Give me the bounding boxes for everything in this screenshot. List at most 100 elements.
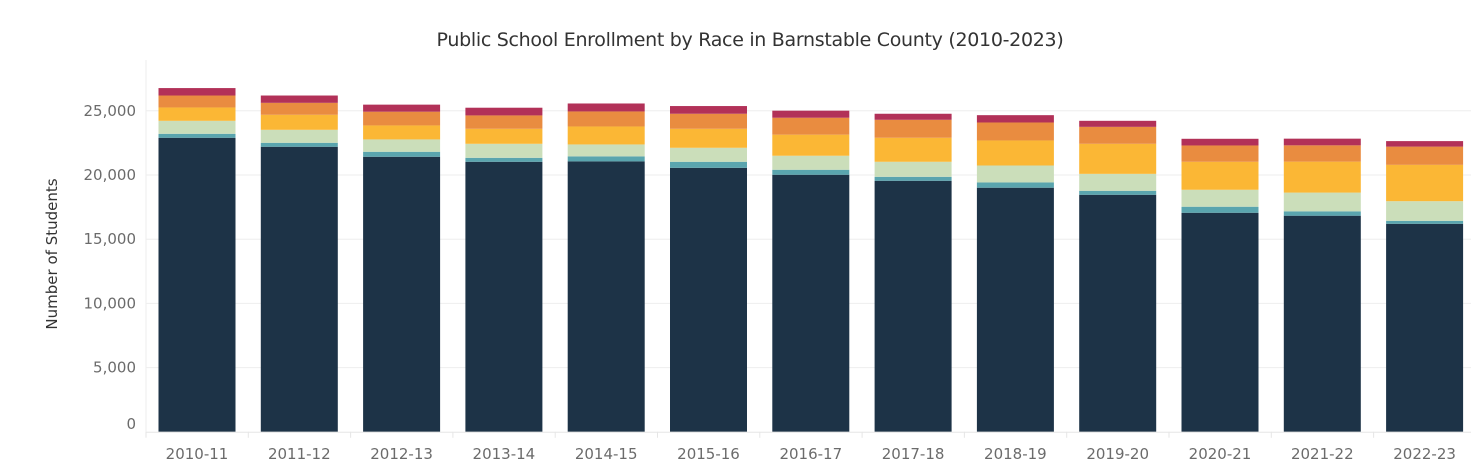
bar-segment[interactable] <box>567 103 645 112</box>
bar-segment[interactable] <box>465 107 543 116</box>
bar-segment[interactable] <box>363 156 441 432</box>
bar-segment[interactable] <box>874 161 952 177</box>
bar-segment[interactable] <box>260 146 338 432</box>
bar-segment[interactable] <box>158 107 236 121</box>
x-tick-label: 2015-16 <box>677 445 740 463</box>
bar-segment[interactable] <box>874 180 952 432</box>
bar-segment[interactable] <box>260 142 338 147</box>
bar-segment[interactable] <box>1079 173 1157 191</box>
bar-segment[interactable] <box>260 102 338 115</box>
bar-segment[interactable] <box>976 140 1054 166</box>
x-tick-label: 2019-20 <box>1086 445 1149 463</box>
bar-segment[interactable] <box>158 95 236 108</box>
bar-segment[interactable] <box>1283 192 1361 212</box>
bar-segment[interactable] <box>1181 189 1259 207</box>
bar-segment[interactable] <box>874 113 952 120</box>
bar-segment[interactable] <box>670 106 747 114</box>
bar-segment[interactable] <box>874 137 952 162</box>
bar-segment[interactable] <box>158 133 236 138</box>
bar-segment[interactable] <box>976 122 1054 141</box>
x-tick-label: 2011-12 <box>268 445 331 463</box>
bar-segment[interactable] <box>1283 161 1361 193</box>
bar-segment[interactable] <box>1079 190 1157 195</box>
bar-segment[interactable] <box>976 182 1054 188</box>
bar-segment[interactable] <box>670 167 747 432</box>
bar-segment[interactable] <box>670 161 747 168</box>
bar-segment[interactable] <box>1386 164 1464 202</box>
bar-segment[interactable] <box>1386 146 1464 165</box>
x-tick-label: 2010-11 <box>166 445 229 463</box>
bar-segment[interactable] <box>772 169 850 175</box>
y-tick-label: 5,000 <box>93 359 136 377</box>
axes: 0 5,000 10,000 15,000 20,000 25,000 2010-11 201… <box>84 60 1471 463</box>
bar-segment[interactable] <box>1283 211 1361 216</box>
bar-segment[interactable] <box>158 88 236 96</box>
bar-segment[interactable] <box>1079 194 1157 432</box>
x-tick-label: 2014-15 <box>575 445 638 463</box>
bar-segment[interactable] <box>465 143 543 158</box>
bar-segment[interactable] <box>567 111 645 127</box>
bar-segment[interactable] <box>772 134 850 156</box>
y-tick-label: 0 <box>126 415 136 433</box>
bar-segment[interactable] <box>772 110 850 118</box>
bar-segment[interactable] <box>1079 126 1157 144</box>
bar-segment[interactable] <box>567 156 645 162</box>
bar-segment[interactable] <box>567 126 645 145</box>
bar-segment[interactable] <box>1283 215 1361 432</box>
bar-segment[interactable] <box>465 157 543 162</box>
bar-segment[interactable] <box>1181 145 1259 162</box>
bar-segment[interactable] <box>772 174 850 432</box>
bar-segment[interactable] <box>363 151 441 157</box>
y-tick-label: 10,000 <box>84 294 137 312</box>
bar-segment[interactable] <box>1386 223 1464 432</box>
bar-segment[interactable] <box>976 165 1054 183</box>
bar-segment[interactable] <box>670 147 747 162</box>
bar-segment[interactable] <box>465 161 543 432</box>
bar-segment[interactable] <box>1079 120 1157 127</box>
bar-segment[interactable] <box>874 119 952 138</box>
bar-segment[interactable] <box>1181 206 1259 213</box>
y-tick-label: 15,000 <box>84 230 137 248</box>
bar-segment[interactable] <box>158 137 236 432</box>
x-tick-label: 2017-18 <box>882 445 945 463</box>
bar-segment[interactable] <box>1283 145 1361 162</box>
x-tick-label: 2013-14 <box>473 445 536 463</box>
bar-segment[interactable] <box>670 128 747 148</box>
bar-segment[interactable] <box>158 120 236 134</box>
bar-segment[interactable] <box>670 113 747 129</box>
x-tick-label: 2020-21 <box>1189 445 1252 463</box>
bar-segment[interactable] <box>1386 220 1464 224</box>
bar-segment[interactable] <box>567 144 645 157</box>
bar-segment[interactable] <box>772 155 850 170</box>
bar-segment[interactable] <box>874 176 952 181</box>
bar-segment[interactable] <box>1079 143 1157 174</box>
bar-segment[interactable] <box>567 161 645 432</box>
x-tick-label: 2018-19 <box>984 445 1047 463</box>
bar-segment[interactable] <box>260 129 338 143</box>
bar-segment[interactable] <box>1283 138 1361 146</box>
bar-segment[interactable] <box>363 139 441 152</box>
bar-segment[interactable] <box>976 187 1054 432</box>
x-tick-label: 2012-13 <box>370 445 433 463</box>
bar-segment[interactable] <box>260 95 338 103</box>
y-tick-label: 20,000 <box>84 166 137 184</box>
bar-segment[interactable] <box>1386 141 1464 147</box>
bar-segment[interactable] <box>1181 161 1259 190</box>
bar-segment[interactable] <box>772 117 850 135</box>
bar-segment[interactable] <box>465 115 543 129</box>
bar-segment[interactable] <box>363 125 441 140</box>
bar-segment[interactable] <box>976 115 1054 123</box>
bar-segment[interactable] <box>1386 201 1464 221</box>
x-tick-label: 2022-23 <box>1393 445 1456 463</box>
bar-segment[interactable] <box>1181 212 1259 432</box>
bars <box>158 88 1464 432</box>
x-tick-label: 2021-22 <box>1291 445 1354 463</box>
bar-segment[interactable] <box>363 104 441 112</box>
chart-title: Public School Enrollment by Race in Barn… <box>436 29 1064 51</box>
bar-segment[interactable] <box>363 111 441 126</box>
bar-segment[interactable] <box>1181 138 1259 146</box>
bar-segment[interactable] <box>260 114 338 130</box>
x-tick-label: 2016-17 <box>779 445 842 463</box>
bar-segment[interactable] <box>465 128 543 144</box>
